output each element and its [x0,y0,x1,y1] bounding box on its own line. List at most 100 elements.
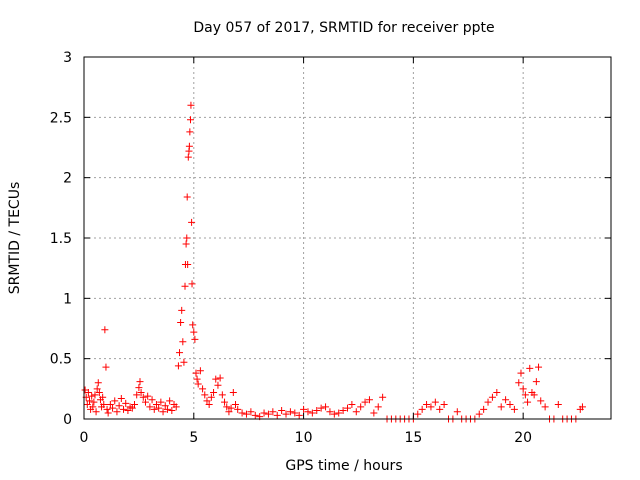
data-point [146,403,154,411]
data-point [414,410,422,418]
plot-frame [83,56,612,420]
data-point [216,374,224,382]
data-point [99,393,107,401]
data-point [251,411,259,419]
data-point [100,401,108,409]
data-point [152,401,160,409]
data-point [227,404,235,412]
data-point [260,409,268,417]
data-point [137,388,145,396]
data-point [161,402,169,410]
data-point [515,379,523,387]
data-point [101,326,109,334]
y-tick-label: 2.5 [50,110,72,126]
data-point [106,401,114,409]
data-point [330,410,338,418]
data-point [493,388,501,396]
data-point [322,403,330,411]
x-tick-label: 10 [295,430,313,446]
data-point [133,391,141,399]
data-point [339,407,347,415]
data-point [519,385,527,393]
x-axis-label: GPS time / hours [285,458,402,474]
data-point [431,398,439,406]
data-point [212,375,220,383]
data-point [166,397,174,405]
y-tick-label: 1 [63,291,72,307]
data-point [177,318,185,326]
data-point [111,397,119,405]
y-tick-label: 0 [63,412,72,428]
data-point [89,403,97,411]
data-point [141,398,149,406]
data-point [357,403,365,411]
data-point [199,385,207,393]
data-point [317,404,325,412]
data-point [214,381,222,389]
data-point [84,388,92,396]
data-point [93,385,101,393]
y-tick-label: 1.5 [50,231,72,247]
data-point [186,116,194,124]
data-point [304,408,312,416]
data-point [541,403,549,411]
data-point [326,408,334,416]
data-point [193,375,201,383]
data-point [186,128,194,136]
x-tick-label: 15 [404,430,422,446]
data-point [194,380,202,388]
data-point [282,410,290,418]
data-point [191,335,199,343]
y-tick-label: 0.5 [50,352,72,368]
y-tick-label: 3 [63,50,72,66]
data-point [115,402,123,410]
data-point [524,398,532,406]
data-point [205,401,213,409]
data-point [120,405,128,413]
data-point [155,404,163,412]
data-point [182,240,190,248]
data-point [427,403,435,411]
data-point [300,405,308,413]
data-point [181,282,189,290]
data-point [83,401,91,409]
data-point [188,280,196,288]
data-point [178,306,186,314]
data-point [238,409,246,417]
data-point [150,405,158,413]
data-point [348,401,356,409]
data-point [506,401,514,409]
data-point [535,363,543,371]
data-point [436,405,444,413]
data-point [554,401,562,409]
data-point [183,234,191,242]
data-point [370,409,378,417]
axis-ticks: 0 5 10 15 20 0 0.5 1 1.5 2 2.5 3 [50,50,611,446]
data-point [510,405,518,413]
data-point [532,378,540,386]
data-point [475,410,483,418]
data-point [144,392,152,400]
chart-title: Day 057 of 2017, SRMTID for receiver ppt… [193,20,494,36]
data-point [517,369,525,377]
data-point [88,392,96,400]
data-point [176,349,184,357]
data-point [184,153,192,161]
data-point [418,405,426,413]
data-point [188,218,196,226]
grid-lines [84,57,611,419]
data-point [223,403,231,411]
data-point [273,411,281,419]
data-point [352,408,360,416]
data-point [135,384,143,392]
data-point [537,397,545,405]
data-point [225,408,233,416]
data-point [131,401,139,409]
data-point [189,321,197,329]
data-point [174,362,182,370]
data-points [81,101,586,423]
data-point [90,398,98,406]
data-point [423,401,431,409]
data-point [221,398,229,406]
